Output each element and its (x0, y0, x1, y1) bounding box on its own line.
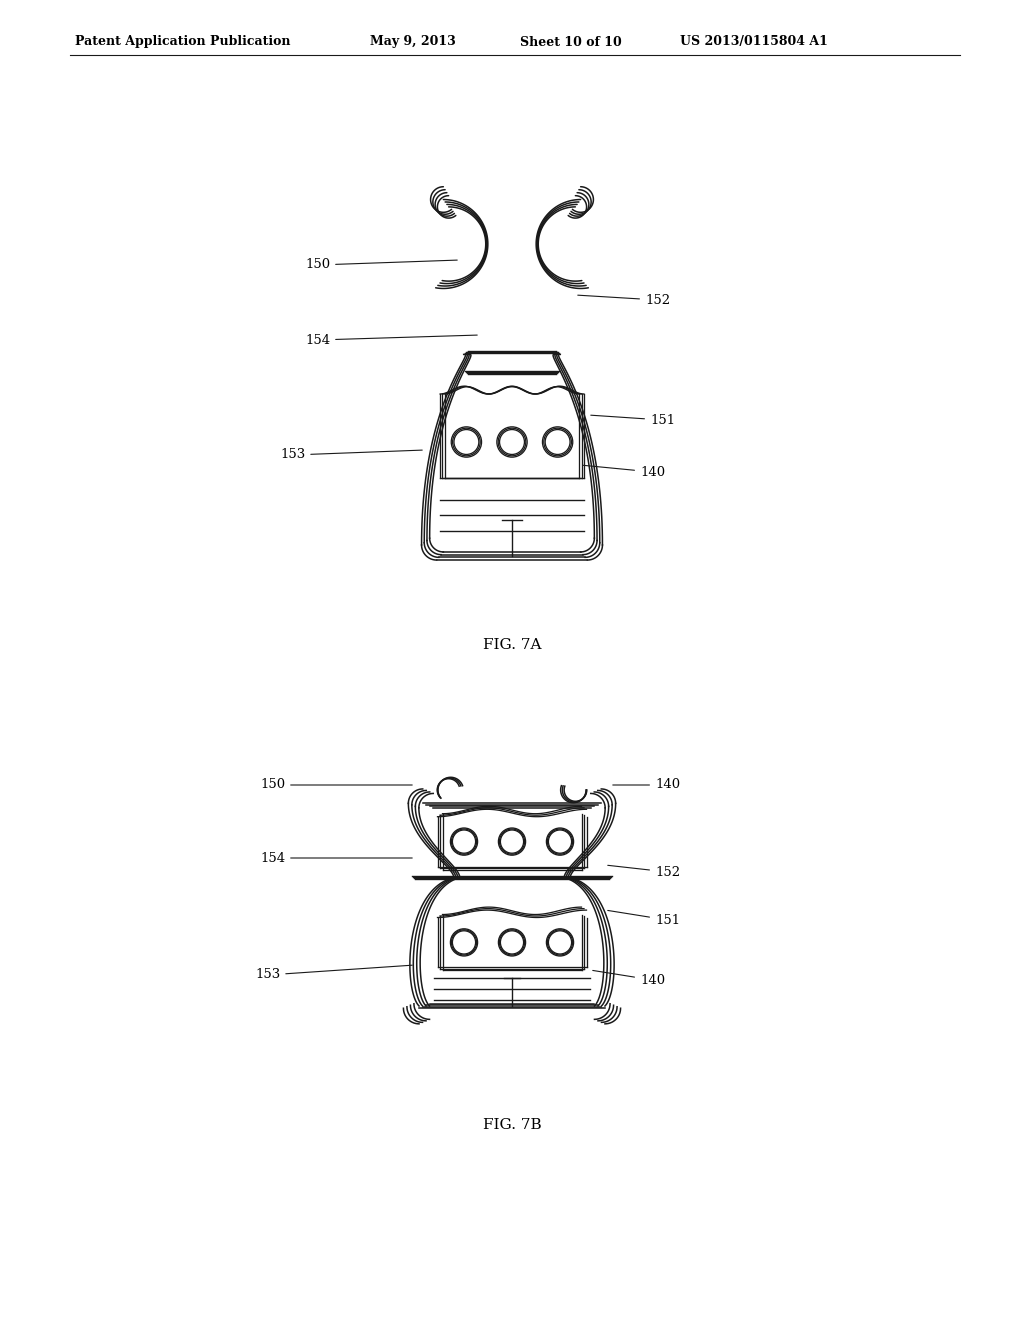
Text: FIG. 7A: FIG. 7A (482, 638, 542, 652)
Text: 151: 151 (591, 413, 675, 426)
Text: 140: 140 (583, 465, 666, 479)
Text: 154: 154 (305, 334, 477, 346)
Text: 151: 151 (608, 911, 680, 927)
Text: May 9, 2013: May 9, 2013 (370, 36, 456, 49)
Text: 140: 140 (612, 779, 680, 792)
Text: 150: 150 (305, 259, 458, 272)
Text: 152: 152 (608, 866, 680, 879)
Text: US 2013/0115804 A1: US 2013/0115804 A1 (680, 36, 827, 49)
Text: 152: 152 (578, 293, 670, 306)
Text: Sheet 10 of 10: Sheet 10 of 10 (520, 36, 622, 49)
Text: 153: 153 (280, 449, 422, 462)
Text: FIG. 7B: FIG. 7B (482, 1118, 542, 1133)
Text: 140: 140 (593, 970, 666, 986)
Text: 153: 153 (255, 965, 413, 982)
Text: 150: 150 (260, 779, 413, 792)
Text: 154: 154 (260, 851, 413, 865)
Text: Patent Application Publication: Patent Application Publication (75, 36, 291, 49)
